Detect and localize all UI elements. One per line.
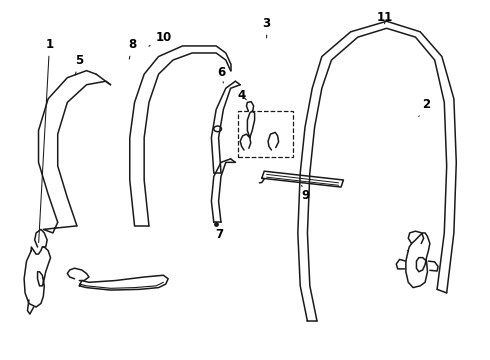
Text: 5: 5 bbox=[75, 54, 83, 75]
Text: 4: 4 bbox=[238, 89, 246, 102]
Text: 3: 3 bbox=[263, 17, 270, 38]
Text: 6: 6 bbox=[217, 66, 225, 83]
Text: 7: 7 bbox=[215, 224, 223, 241]
Text: 11: 11 bbox=[377, 11, 393, 24]
Text: 9: 9 bbox=[301, 185, 309, 202]
Text: 2: 2 bbox=[419, 98, 430, 117]
Text: 10: 10 bbox=[149, 31, 172, 46]
Text: 8: 8 bbox=[128, 38, 136, 59]
Text: 1: 1 bbox=[39, 38, 53, 243]
